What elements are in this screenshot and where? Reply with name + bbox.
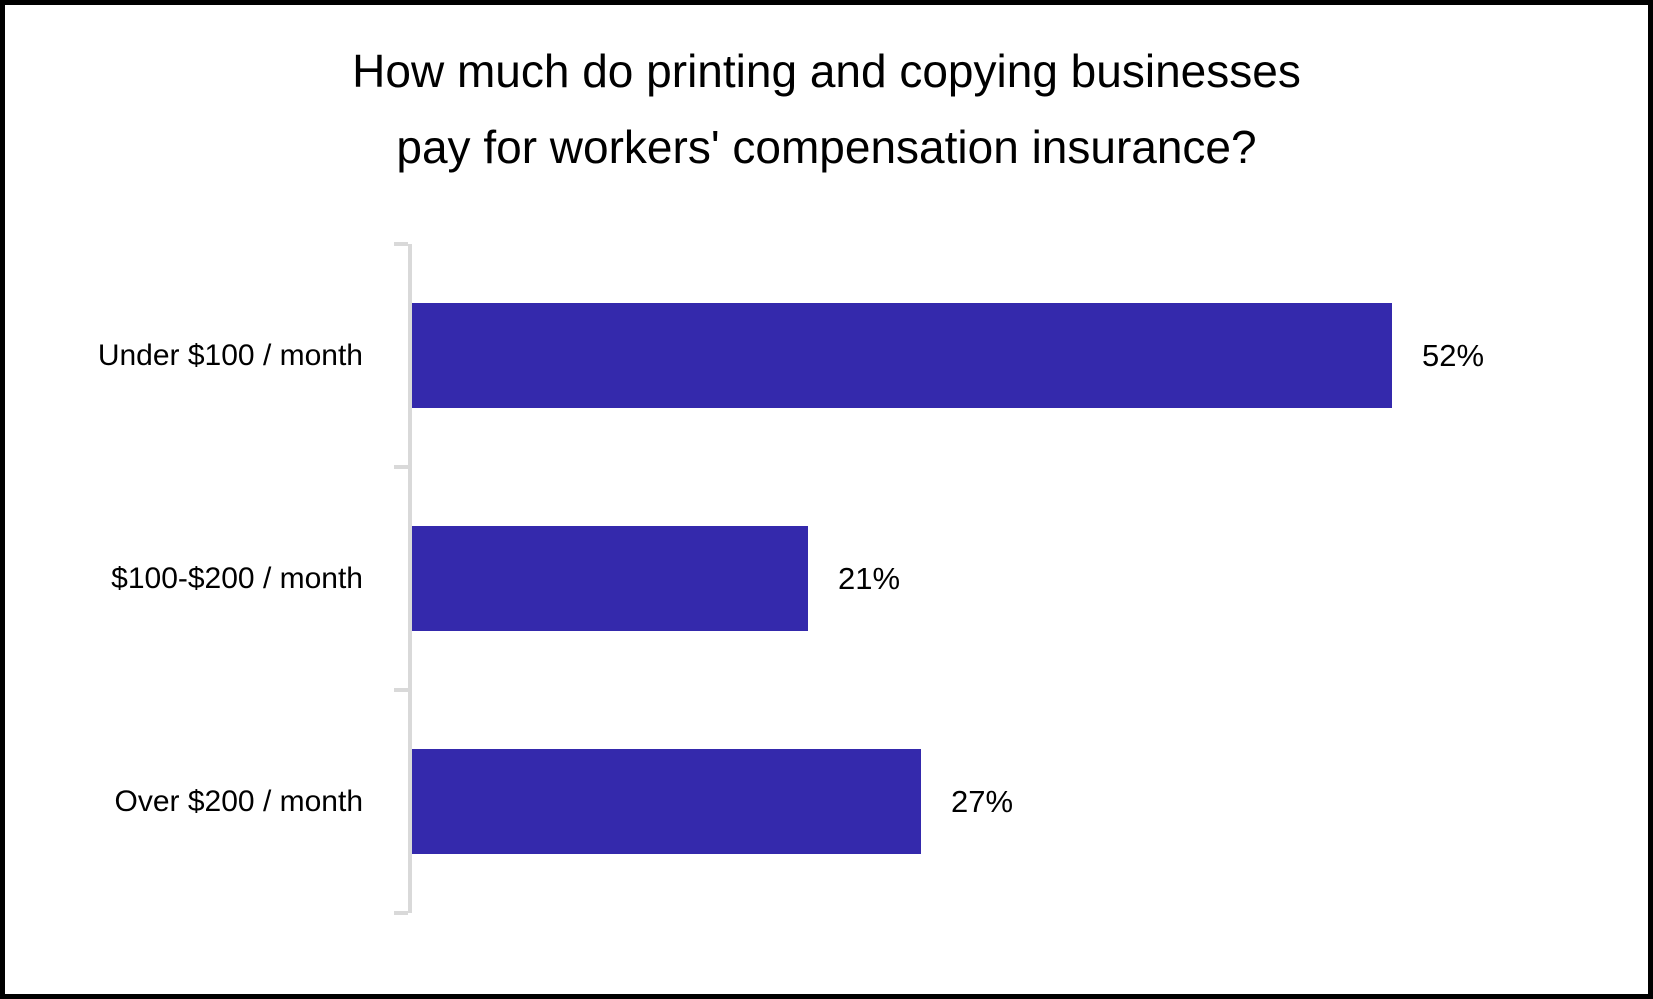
axis-tick <box>394 688 408 692</box>
chart-title-line2: pay for workers' compensation insurance? <box>396 121 1257 173</box>
bar <box>412 749 921 854</box>
chart-title: How much do printing and copying busines… <box>5 33 1648 185</box>
axis-tick <box>394 465 408 469</box>
category-label: Over $200 / month <box>114 784 363 818</box>
axis-tick <box>394 911 408 915</box>
value-label: 21% <box>838 560 901 596</box>
category-label: $100-$200 / month <box>111 561 363 595</box>
bar <box>412 526 808 631</box>
bar <box>412 303 1392 408</box>
category-label: Under $100 / month <box>97 338 363 372</box>
category-axis-line <box>408 244 412 913</box>
chart-title-line1: How much do printing and copying busines… <box>352 45 1301 97</box>
value-label: 52% <box>1422 337 1485 373</box>
axis-tick <box>394 242 408 246</box>
value-label: 27% <box>951 783 1014 819</box>
plot-area: Under $100 / month 52% $100-$200 / month 21… <box>5 242 1648 915</box>
